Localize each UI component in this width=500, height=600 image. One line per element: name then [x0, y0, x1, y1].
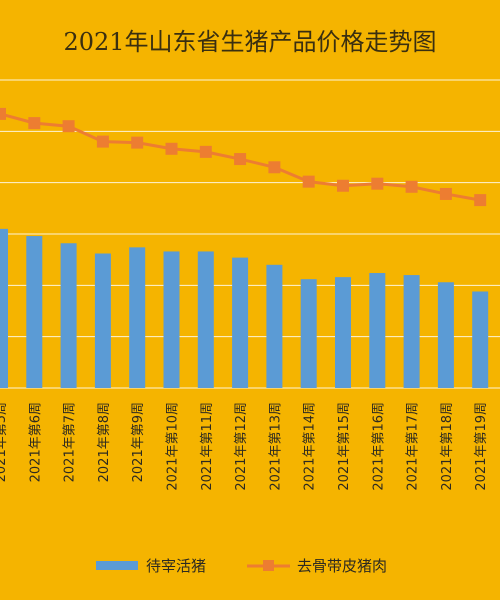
line-marker: [165, 142, 178, 155]
bar: [26, 236, 43, 388]
line-marker: [62, 120, 75, 133]
x-tick-label: 2021年第12周: [234, 402, 249, 491]
line-marker: [439, 187, 452, 200]
bar: [403, 275, 420, 388]
x-tick-label: 2021年第11周: [200, 402, 215, 491]
bar: [300, 279, 317, 388]
line-marker: [234, 153, 247, 166]
line-marker: [131, 136, 144, 149]
bar: [60, 243, 77, 388]
legend-swatch-pork-marker: [263, 560, 274, 571]
bar: [266, 264, 283, 388]
x-tick-label: 2021年第15周: [337, 402, 352, 491]
line-marker: [371, 177, 384, 190]
bar: [369, 273, 386, 388]
chart-title: 2021年山东省生猪产品价格走势图: [63, 28, 436, 56]
x-tick-label: 2021年第16周: [371, 402, 386, 491]
x-tick-label: 2021年第13周: [268, 402, 283, 491]
bar: [163, 251, 180, 388]
x-axis-tick-labels: 2021年第5周 2021年第6周 2021年第7周 2021年第8周 2021年第9周…: [0, 402, 489, 491]
legend: 待宰活猪 去骨带皮猪肉: [96, 557, 387, 575]
bar: [197, 251, 214, 388]
bar: [335, 277, 351, 388]
x-tick-label: 2021年第10周: [166, 402, 181, 491]
x-tick-label: 2021年第6周: [28, 402, 43, 482]
bar: [437, 282, 454, 388]
line-marker: [474, 194, 487, 207]
line-marker: [96, 135, 109, 148]
x-tick-label: 2021年第17周: [406, 402, 421, 491]
bar: [472, 291, 489, 388]
line-series-pork: [0, 107, 487, 207]
bar: [94, 253, 111, 388]
legend-label-pork: 去骨带皮猪肉: [297, 557, 387, 575]
line-marker: [405, 180, 418, 193]
x-tick-label: 2021年第9周: [131, 402, 146, 482]
x-tick-label: 2021年第14周: [303, 402, 318, 491]
bar-series-live-pigs: [0, 228, 489, 388]
x-tick-label: 2021年第18周: [440, 402, 455, 491]
line-marker: [268, 161, 281, 174]
legend-label-live-pigs: 待宰活猪: [146, 557, 206, 575]
bar: [232, 257, 249, 388]
x-tick-label: 2021年第8周: [97, 402, 112, 482]
x-tick-label: 2021年第19周: [474, 402, 489, 491]
bar: [129, 247, 146, 388]
line-marker: [199, 145, 212, 158]
bar: [0, 228, 8, 388]
line-marker: [28, 117, 41, 130]
x-tick-label: 2021年第7周: [63, 402, 78, 482]
x-tick-label: 2021年第5周: [0, 402, 9, 482]
legend-swatch-live-pigs: [96, 561, 138, 570]
line-marker: [302, 175, 315, 188]
line-marker: [337, 179, 349, 192]
line-marker: [0, 107, 6, 120]
